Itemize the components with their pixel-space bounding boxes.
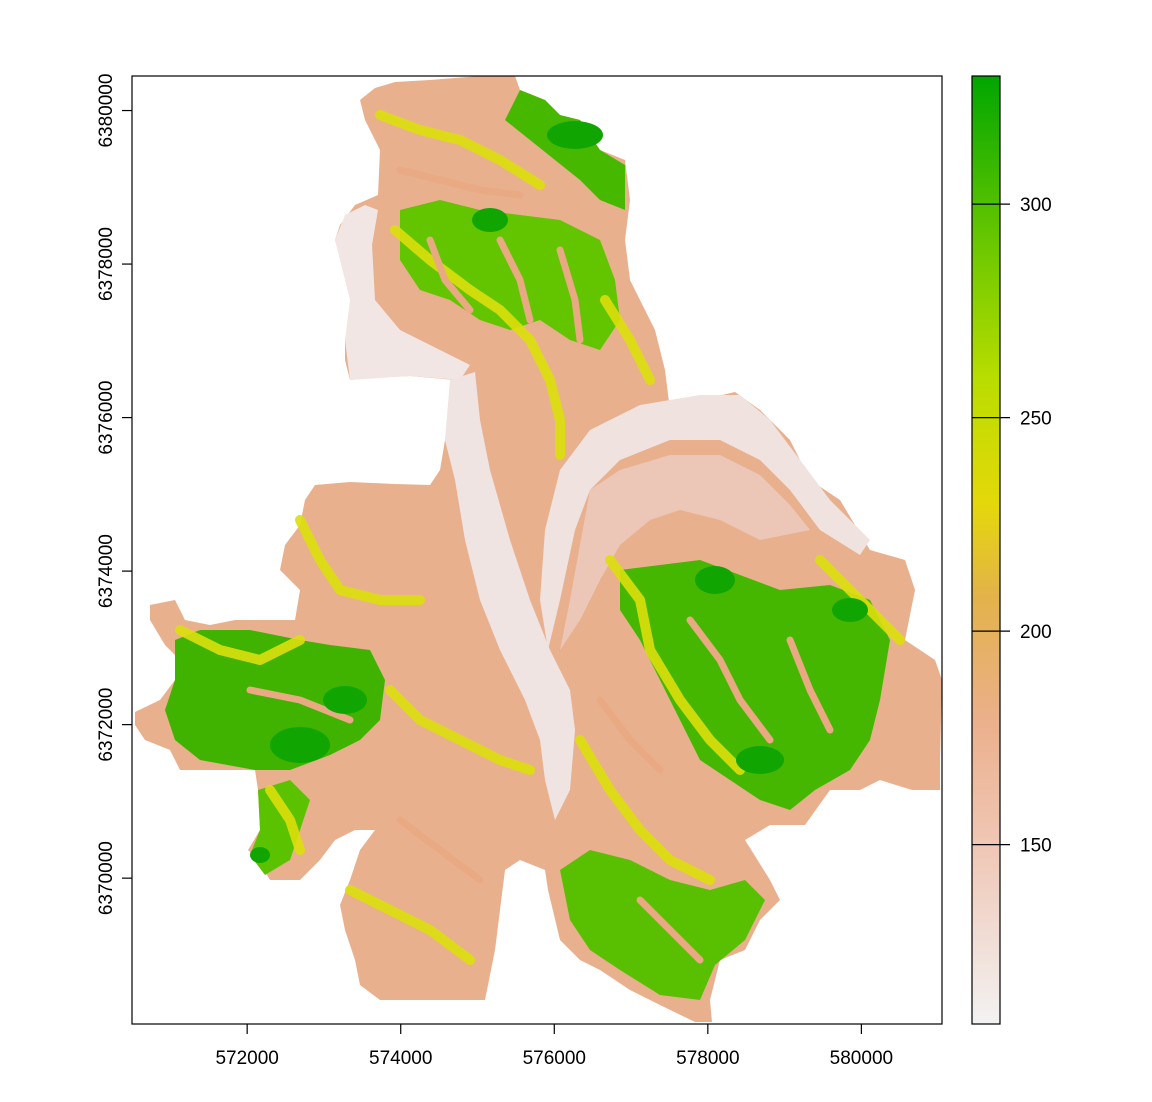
legend-tick-label: 250 <box>1020 409 1052 430</box>
legend-colorbar: 150 200 250 300 <box>971 75 1052 1025</box>
raster-region-high-northeast <box>505 90 625 210</box>
y-tick-label: 6378000 <box>96 227 117 301</box>
x-tick-label: 572000 <box>215 1048 278 1069</box>
raster-ridge-2 <box>270 727 330 763</box>
legend-tick-label: 150 <box>1020 836 1052 857</box>
raster-ravine-5 <box>246 686 354 724</box>
raster-band-9 <box>815 555 905 645</box>
raster-ravine-4 <box>556 246 584 344</box>
raster-ravine-8 <box>636 896 704 964</box>
raster-band-8 <box>605 555 745 775</box>
raster-region-pink-east <box>560 455 810 650</box>
x-axis: 572000 574000 576000 578000 580000 <box>215 1024 893 1069</box>
raster-region-valley-main <box>445 372 575 820</box>
raster-region-valley-north <box>335 205 470 380</box>
raster-ridge-8 <box>832 598 868 622</box>
raster-ravine-9 <box>396 816 484 884</box>
raster-ravine-6 <box>686 616 774 744</box>
x-tick-label: 580000 <box>830 1048 893 1069</box>
raster-ravine-3 <box>496 236 534 324</box>
raster-ravine-7 <box>786 636 834 734</box>
legend-ticks: 150 200 250 300 <box>972 195 1052 857</box>
raster-ravine-10 <box>596 696 664 774</box>
raster-ridge-4 <box>695 566 735 594</box>
raster-region-high-east <box>620 560 890 810</box>
raster-ridge-7 <box>250 847 270 863</box>
y-axis: 6370000 6372000 6374000 6376000 6378000 63800… <box>96 74 132 915</box>
x-tick-label: 578000 <box>676 1048 739 1069</box>
raster-band-5 <box>175 625 305 665</box>
raster-band-7 <box>345 885 475 965</box>
legend-gradient <box>971 75 1001 1025</box>
raster-band-3 <box>600 295 655 385</box>
raster-band-11 <box>265 785 305 855</box>
raster-region-high-west <box>165 630 385 770</box>
raster-band-1 <box>375 110 545 190</box>
y-tick-label: 6370000 <box>96 841 117 915</box>
y-tick-label: 6374000 <box>96 534 117 608</box>
raster-band-6 <box>385 685 535 775</box>
map-frame <box>131 75 943 1025</box>
raster-yellow-bands <box>175 110 905 965</box>
raster-ridge-5 <box>736 746 784 774</box>
raster-band-10 <box>575 735 715 885</box>
raster-region-valley-east <box>540 395 870 650</box>
legend-tick-label: 300 <box>1020 195 1052 216</box>
raster-ravines <box>246 166 834 964</box>
raster-region-high-north <box>400 200 620 350</box>
legend-tick-label: 200 <box>1020 622 1052 643</box>
x-tick-label: 574000 <box>369 1048 432 1069</box>
raster-ridge-3 <box>323 686 367 714</box>
y-tick-label: 6376000 <box>96 381 117 455</box>
elevation-raster <box>135 76 942 1022</box>
raster-band-4 <box>295 515 425 605</box>
y-tick-label: 6372000 <box>96 688 117 762</box>
raster-ridge-6 <box>472 208 508 232</box>
raster-ravine-1 <box>396 166 524 199</box>
x-tick-label: 576000 <box>523 1048 586 1069</box>
raster-ridges <box>250 121 868 863</box>
raster-ravine-2 <box>426 236 474 314</box>
y-tick-label: 6380000 <box>96 74 117 148</box>
raster-ridge-1 <box>547 121 603 149</box>
